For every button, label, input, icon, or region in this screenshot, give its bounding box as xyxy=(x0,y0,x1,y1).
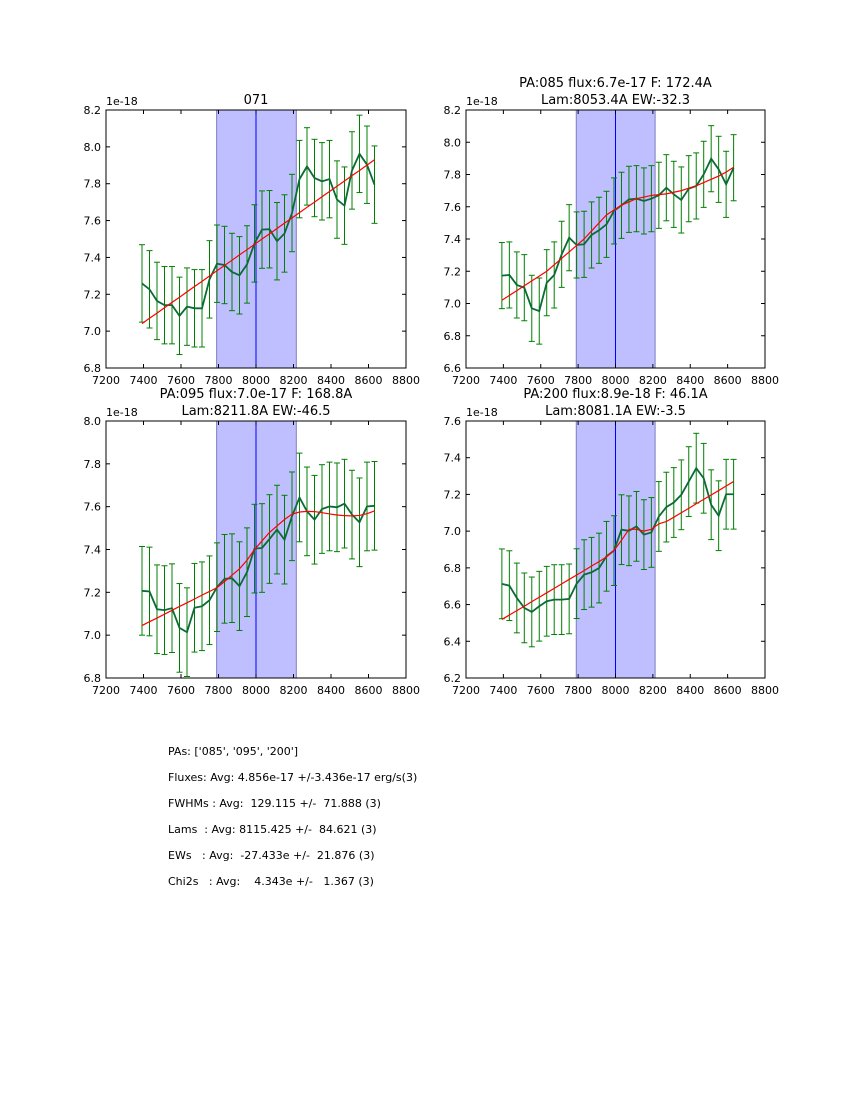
y-tick-label: 6.6 xyxy=(444,362,462,375)
y-tick-label: 7.2 xyxy=(444,488,462,501)
y-tick-label: 6.8 xyxy=(444,562,462,575)
y-offset-label: 1e-18 xyxy=(106,406,138,419)
x-tick-label: 8200 xyxy=(639,684,667,697)
y-tick-label: 8.0 xyxy=(84,141,102,154)
x-tick-label: 7400 xyxy=(130,684,158,697)
x-tick-label: 7600 xyxy=(167,684,195,697)
y-tick-label: 6.4 xyxy=(444,635,462,648)
x-tick-label: 7800 xyxy=(205,684,233,697)
y-tick-label: 7.0 xyxy=(84,629,102,642)
subplot-title: PA:200 flux:8.9e-18 F: 46.1A xyxy=(523,387,707,402)
x-tick-label: 7200 xyxy=(92,374,120,387)
x-tick-label: 8000 xyxy=(242,684,270,697)
y-tick-label: 7.4 xyxy=(84,251,102,264)
fit-line xyxy=(141,159,375,325)
x-tick-label: 7200 xyxy=(92,684,120,697)
subplot-title: Lam:8053.4A EW:-32.3 xyxy=(541,93,690,108)
spectrum-line xyxy=(501,466,734,613)
y-tick-label: 8.2 xyxy=(84,104,102,117)
subplot-2: 7200 7400 7600 7800 8000 8200 8400 8600 8800 6.6 6… xyxy=(444,76,780,387)
y-tick-label: 7.4 xyxy=(444,452,462,465)
stats-fwhms: FWHMs : Avg: 129.115 +/- 71.888 (3) xyxy=(168,797,381,810)
subplot-4: 7200 7400 7600 7800 8000 8200 8400 8600 8800 6.2 6… xyxy=(444,387,780,697)
spectrum-line xyxy=(141,495,375,634)
y-tick-label: 7.8 xyxy=(84,458,102,471)
x-tick-label: 7400 xyxy=(130,374,158,387)
fit-line xyxy=(501,481,734,620)
subplot-title: Lam:8081.1A EW:-3.5 xyxy=(545,404,686,419)
x-tick-label: 7400 xyxy=(489,684,517,697)
fit-line xyxy=(501,166,734,301)
x-tick-label: 8200 xyxy=(639,374,667,387)
y-tick-label: 6.6 xyxy=(444,599,462,612)
x-tick-label: 8200 xyxy=(280,684,308,697)
y-tick-label: 6.2 xyxy=(444,672,462,685)
x-tick-label: 8600 xyxy=(355,684,383,697)
y-tick-label: 7.0 xyxy=(84,325,102,338)
y-tick-label: 7.2 xyxy=(84,288,102,301)
x-tick-label: 7200 xyxy=(452,374,480,387)
x-tick-label: 7400 xyxy=(489,374,517,387)
y-tick-label: 6.8 xyxy=(84,672,102,685)
x-tick-label: 8800 xyxy=(392,374,420,387)
y-tick-label: 7.6 xyxy=(444,415,462,428)
subplot-title: PA:095 flux:7.0e-17 F: 168.8A xyxy=(160,387,353,402)
subplot-title: PA:085 flux:6.7e-17 F: 172.4A xyxy=(519,76,712,91)
x-tick-label: 7600 xyxy=(527,374,555,387)
x-tick-label: 8800 xyxy=(751,684,779,697)
x-tick-label: 8400 xyxy=(676,684,704,697)
y-offset-label: 1e-18 xyxy=(466,406,498,419)
x-tick-label: 7600 xyxy=(527,684,555,697)
x-tick-label: 8200 xyxy=(280,374,308,387)
y-tick-label: 7.0 xyxy=(444,298,462,311)
subplot-1: 7200 7400 7600 7800 8000 8200 8400 8600 8800 6.8 7… xyxy=(84,93,421,387)
x-tick-label: 8400 xyxy=(317,374,345,387)
y-tick-label: 7.6 xyxy=(444,201,462,214)
x-tick-label: 8800 xyxy=(751,374,779,387)
x-tick-label: 8600 xyxy=(714,374,742,387)
y-tick-label: 7.4 xyxy=(444,233,462,246)
y-offset-label: 1e-18 xyxy=(106,95,138,108)
y-tick-label: 7.4 xyxy=(84,544,102,557)
y-tick-label: 7.8 xyxy=(84,178,102,191)
y-tick-label: 7.6 xyxy=(84,501,102,514)
y-tick-label: 7.2 xyxy=(444,265,462,278)
y-tick-label: 7.0 xyxy=(444,525,462,538)
y-tick-label: 6.8 xyxy=(84,362,102,375)
x-tick-label: 8600 xyxy=(714,684,742,697)
y-tick-label: 7.6 xyxy=(84,215,102,228)
x-tick-label: 8000 xyxy=(242,374,270,387)
y-tick-label: 8.2 xyxy=(444,104,462,117)
stats-fluxes: Fluxes: Avg: 4.856e-17 +/-3.436e-17 erg/… xyxy=(168,771,418,784)
subplot-3: 7200 7400 7600 7800 8000 8200 8400 8600 8800 6.8 7… xyxy=(84,387,421,697)
x-tick-label: 8000 xyxy=(602,684,630,697)
x-tick-label: 7200 xyxy=(452,684,480,697)
x-tick-label: 8400 xyxy=(317,684,345,697)
x-tick-label: 7600 xyxy=(167,374,195,387)
error-bar xyxy=(139,244,145,323)
stats-lams: Lams : Avg: 8115.425 +/- 84.621 (3) xyxy=(168,823,377,836)
y-tick-label: 8.0 xyxy=(444,136,462,149)
subplot-title: 071 xyxy=(244,93,269,108)
fit-line xyxy=(141,510,375,627)
x-tick-label: 8000 xyxy=(602,374,630,387)
spectrum-line xyxy=(141,152,376,318)
summary-stats: PAs: ['085', '095', '200'] Fluxes: Avg: … xyxy=(168,745,417,901)
x-tick-label: 8600 xyxy=(355,374,383,387)
y-tick-label: 7.2 xyxy=(84,586,102,599)
subplot-title: Lam:8211.8A EW:-46.5 xyxy=(181,404,330,419)
x-tick-label: 7800 xyxy=(564,684,592,697)
y-offset-label: 1e-18 xyxy=(466,95,498,108)
x-tick-label: 8800 xyxy=(392,684,420,697)
y-tick-label: 8.0 xyxy=(84,415,102,428)
stats-ews: EWs : Avg: -27.433e +/- 21.876 (3) xyxy=(168,849,375,862)
stats-chi2s: Chi2s : Avg: 4.343e +/- 1.367 (3) xyxy=(168,875,374,888)
x-tick-label: 7800 xyxy=(564,374,592,387)
y-tick-label: 6.8 xyxy=(444,330,462,343)
stats-pas: PAs: ['085', '095', '200'] xyxy=(168,745,299,758)
y-tick-label: 7.8 xyxy=(444,169,462,182)
x-tick-label: 7800 xyxy=(205,374,233,387)
x-tick-label: 8400 xyxy=(676,374,704,387)
